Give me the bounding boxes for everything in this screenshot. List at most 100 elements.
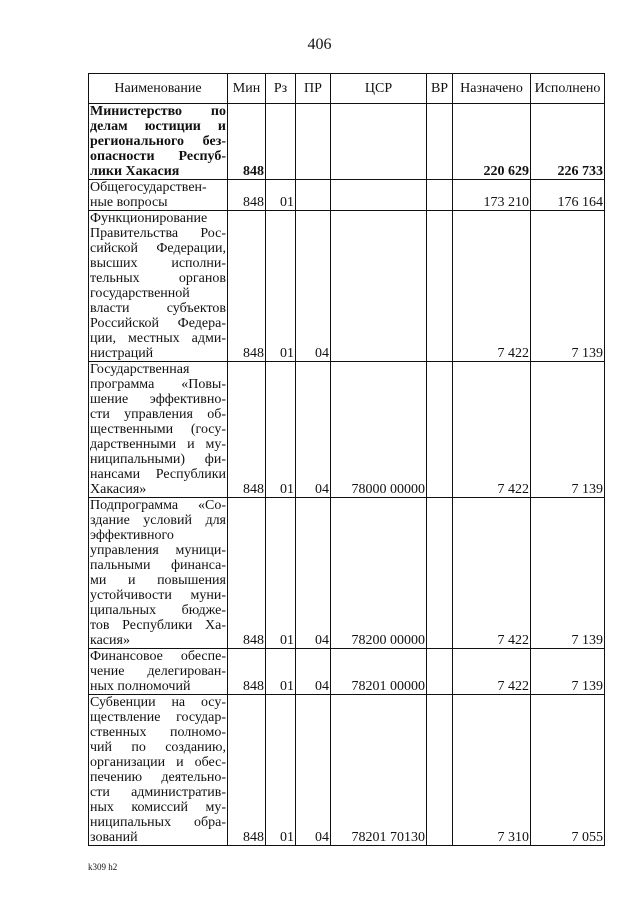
name-line: сти управления об- — [90, 407, 226, 422]
name-line: Российской Федера- — [90, 316, 226, 331]
table-body: Министерство по делам юстиции и региональн… — [88, 103, 605, 846]
name-line: лики Хакасия — [90, 164, 180, 179]
name-line: ственных полномо- — [90, 725, 226, 740]
value-cell: 78201 70130 — [330, 694, 427, 846]
header-cell: ПР — [295, 73, 331, 104]
header-cell: Мин — [227, 73, 266, 104]
name-line: эффективного — [90, 528, 174, 543]
value-cell: 7 422 — [452, 210, 531, 362]
value-cell: 01 — [265, 210, 296, 362]
name-line: ции, местных адми- — [90, 331, 226, 346]
value-cell — [426, 210, 453, 362]
name-line: ных комиссий му- — [90, 800, 226, 815]
name-line: ниципальными) фи- — [90, 452, 226, 467]
value-cell — [426, 648, 453, 695]
name-line: сийской Федерации, — [90, 241, 226, 256]
value-cell — [426, 103, 453, 180]
value-cell — [265, 103, 296, 180]
value-cell — [330, 179, 427, 211]
value-cell: 78200 00000 — [330, 497, 427, 649]
name-line: Хакасия» — [90, 482, 147, 497]
value-cell: 01 — [265, 179, 296, 211]
name-line: касия» — [90, 633, 130, 648]
value-cell: 7 422 — [452, 361, 531, 498]
value-cell: 7 139 — [530, 648, 605, 695]
value-cell: 848 — [227, 497, 266, 649]
name-line: высших исполни- — [90, 256, 226, 271]
name-line: регионального без- — [90, 134, 226, 149]
name-line: чение делегирован- — [90, 664, 226, 679]
value-cell: 04 — [295, 210, 331, 362]
name-line: шение эффективно- — [90, 392, 226, 407]
value-cell — [426, 694, 453, 846]
header-cell: Назначено — [452, 73, 531, 104]
name-line: нистраций — [90, 346, 154, 361]
page-number: 406 — [307, 36, 332, 53]
header-cell: Исполнено — [530, 73, 605, 104]
name-line: делам юстиции и — [90, 119, 226, 134]
table: Наименование Мин Рз ПР ЦСР ВР Назначено Исполне… — [88, 73, 605, 846]
name-line: зований — [90, 830, 138, 845]
name-line: ществление государ- — [90, 710, 226, 725]
value-cell: 04 — [295, 497, 331, 649]
value-cell: 78000 00000 — [330, 361, 427, 498]
name-line: Субвенции на осу- — [90, 695, 226, 710]
table-row: Государственная программа «Повы-шение эфф… — [88, 361, 605, 498]
name-line: тов Республики Ха- — [90, 618, 226, 633]
name-cell: Функционирование Правительства Рос-сийско… — [88, 210, 228, 362]
name-line: программа «Повы- — [90, 377, 226, 392]
value-cell: 220 629 — [452, 103, 531, 180]
table-row: Подпрограмма «Со-здание условий для эффек… — [88, 497, 605, 649]
value-cell: 176 164 — [530, 179, 605, 211]
value-cell: 226 733 — [530, 103, 605, 180]
value-cell: 78201 00000 — [330, 648, 427, 695]
name-line: Подпрограмма «Со- — [90, 498, 226, 513]
value-cell — [426, 361, 453, 498]
name-cell: Подпрограмма «Со-здание условий для эффек… — [88, 497, 228, 649]
value-cell: 01 — [265, 694, 296, 846]
name-line: Государственная — [90, 362, 190, 377]
value-cell: 04 — [295, 361, 331, 498]
value-cell: 7 139 — [530, 210, 605, 362]
value-cell — [295, 103, 331, 180]
name-line: опасности Респуб- — [90, 149, 226, 164]
value-cell: 173 210 — [452, 179, 531, 211]
value-cell: 01 — [265, 497, 296, 649]
name-cell: Государственная программа «Повы-шение эфф… — [88, 361, 228, 498]
value-cell: 848 — [227, 648, 266, 695]
name-line: тельных органов — [90, 271, 226, 286]
value-cell: 04 — [295, 694, 331, 846]
name-line: печению деятельно- — [90, 770, 226, 785]
value-cell: 7 139 — [530, 497, 605, 649]
footer: k309 h2 — [88, 862, 118, 872]
name-line: ных полномочий — [90, 679, 191, 694]
header-cell: ЦСР — [330, 73, 427, 104]
value-cell — [426, 497, 453, 649]
value-cell — [295, 179, 331, 211]
name-line: нансами Республики — [90, 467, 226, 482]
name-line: государственной — [90, 286, 190, 301]
value-cell: 7 422 — [452, 497, 531, 649]
value-cell: 01 — [265, 361, 296, 498]
value-cell: 7 310 — [452, 694, 531, 846]
header-row: Наименование Мин Рз ПР ЦСР ВР Назначено Исполне… — [88, 73, 605, 104]
value-cell: 7 422 — [452, 648, 531, 695]
name-line: устойчивости муни- — [90, 588, 226, 603]
value-cell: 848 — [227, 179, 266, 211]
value-cell: 848 — [227, 210, 266, 362]
value-cell: 01 — [265, 648, 296, 695]
name-line: Финансовое обеспе- — [90, 649, 226, 664]
header-cell: ВР — [426, 73, 453, 104]
name-line: ниципальных обра- — [90, 815, 226, 830]
name-line: власти субъектов — [90, 301, 226, 316]
table-row: Министерство по делам юстиции и региональн… — [88, 103, 605, 180]
name-line: управления муници- — [90, 543, 226, 558]
value-cell: 7 139 — [530, 361, 605, 498]
name-line: ми и повышения — [90, 573, 226, 588]
name-line: Функционирование — [90, 211, 208, 226]
value-cell: 848 — [227, 103, 266, 180]
name-line: ные вопросы — [90, 195, 168, 210]
value-cell — [330, 103, 427, 180]
table-row: Субвенции на осу-ществление государ-стве… — [88, 694, 605, 846]
